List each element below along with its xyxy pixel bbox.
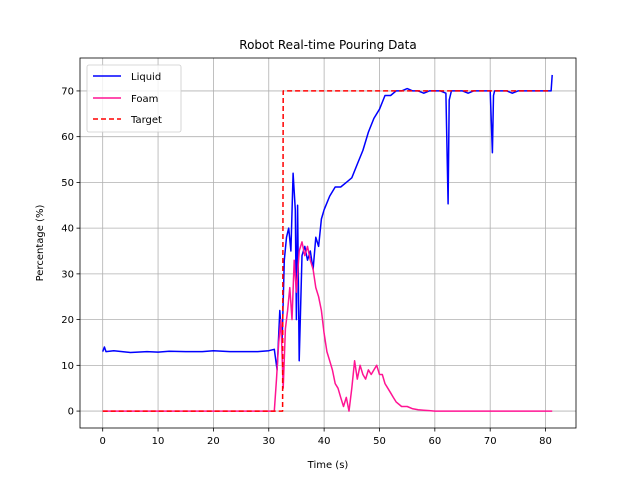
y-tick-label: 40: [61, 224, 74, 235]
legend-label-target: Target: [130, 115, 162, 126]
y-axis-label: Percentage (%): [35, 205, 46, 282]
series-line-foam: [102, 241, 553, 412]
x-tick-label: 70: [484, 436, 497, 447]
series-line-liquid: [101, 74, 553, 371]
axis-ticks: 0 10 20 30 40 50 60 70 80 0 10 20 30 40 50 60 70: [61, 86, 552, 447]
y-tick-label: 20: [61, 315, 74, 326]
x-tick-label: 50: [373, 436, 386, 447]
legend-label-liquid: Liquid: [131, 72, 161, 83]
x-tick-label: 60: [428, 436, 441, 447]
x-tick-label: 10: [152, 436, 165, 447]
y-tick-label: 10: [61, 361, 74, 372]
legend-box: [86, 64, 182, 133]
y-tick-label: 70: [61, 86, 74, 97]
x-tick-label: 30: [262, 436, 275, 447]
y-tick-label: 50: [61, 178, 74, 189]
legend-label-foam: Foam: [131, 94, 158, 105]
legend: Liquid Foam Target: [86, 64, 182, 133]
x-tick-label: 20: [207, 436, 220, 447]
y-tick-label: 60: [61, 132, 74, 143]
series-line-target: [102, 90, 552, 412]
y-tick-label: 30: [61, 269, 74, 280]
plot-area-frame: [79, 57, 577, 429]
x-tick-label: 0: [100, 436, 106, 447]
x-tick-label: 40: [318, 436, 331, 447]
series-lines: [101, 74, 553, 412]
y-tick-label: 0: [68, 407, 74, 418]
x-axis-label: Time (s): [307, 460, 349, 471]
x-tick-label: 80: [539, 436, 552, 447]
chart-title: Robot Real-time Pouring Data: [239, 38, 416, 52]
